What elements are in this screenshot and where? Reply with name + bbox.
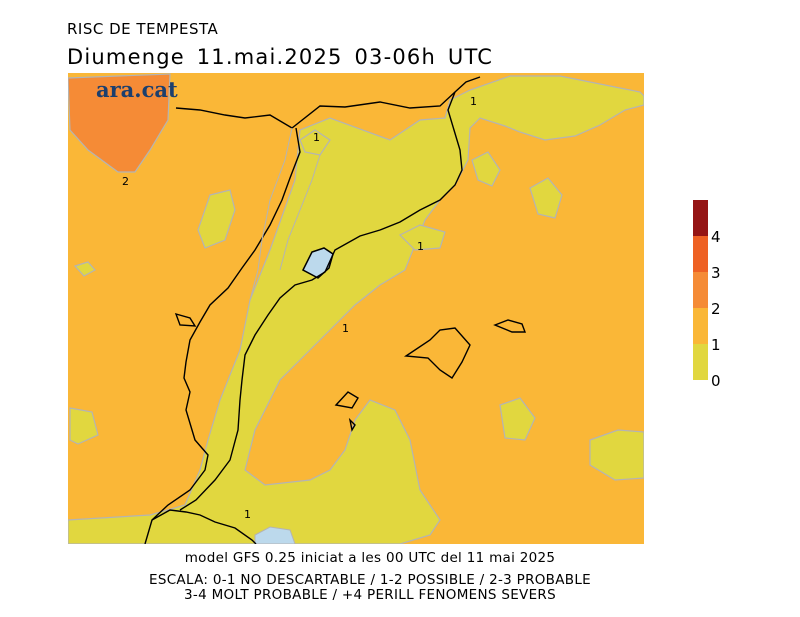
menorca-coast xyxy=(493,319,527,333)
contour-label: 1 xyxy=(342,322,349,335)
legend-label-2: 2 xyxy=(711,300,721,318)
risk-area-0-1-south-2 xyxy=(589,429,644,481)
legend-label-0: 0 xyxy=(711,372,721,390)
risk-area-0-1-north-islet xyxy=(299,129,331,156)
risk-area-0-1-south-1 xyxy=(499,397,536,441)
inner-border-lines xyxy=(249,127,321,301)
risk-color-legend xyxy=(693,200,708,380)
ara-cat-logo: ara.cat xyxy=(96,77,178,102)
risk-area-0-1-west-2 xyxy=(69,407,99,445)
storm-risk-map xyxy=(68,73,644,544)
borders-coastlines xyxy=(144,76,527,544)
contour-label: 1 xyxy=(313,131,320,144)
risk-area-0-1-mid-east xyxy=(398,224,446,251)
risk-area-0-1-east-2 xyxy=(529,177,563,219)
legend-swatch-1 xyxy=(693,308,708,344)
forecast-date-subtitle: Diumenge 11.mai.2025 03-06h UTC xyxy=(67,45,494,69)
legend-swatch-2 xyxy=(693,272,708,308)
contour-label: 2 xyxy=(122,175,129,188)
contour-label: 1 xyxy=(244,508,251,521)
legend-swatch-4 xyxy=(693,200,708,236)
ibiza-coast xyxy=(334,391,359,409)
legend-label-1: 1 xyxy=(711,336,721,354)
legend-label-3: 3 xyxy=(711,264,721,282)
risk-area-0-1-main xyxy=(68,75,644,544)
model-info: model GFS 0.25 iniciat a les 00 UTC del … xyxy=(184,550,556,566)
risk-area-0-1-west-dot xyxy=(73,261,96,277)
legend-swatch-0 xyxy=(693,344,708,380)
chart-title: RISC DE TEMPESTA xyxy=(67,20,219,38)
risk-area-0-1-east-1 xyxy=(471,151,501,187)
legend-swatch-3 xyxy=(693,236,708,272)
risk-area-2-3 xyxy=(68,73,171,173)
mallorca-coast xyxy=(403,327,471,379)
scale-description-line2: 3-4 MOLT PROBABLE / +4 PERILL FENOMENS S… xyxy=(184,587,556,603)
scale-description-line1: ESCALA: 0-1 NO DESCARTABLE / 1-2 POSSIBL… xyxy=(149,572,591,588)
risk-area-0-1-northwest xyxy=(197,189,236,249)
contour-label: 1 xyxy=(470,95,477,108)
legend-label-4: 4 xyxy=(711,228,721,246)
contour-label: 1 xyxy=(417,240,424,253)
